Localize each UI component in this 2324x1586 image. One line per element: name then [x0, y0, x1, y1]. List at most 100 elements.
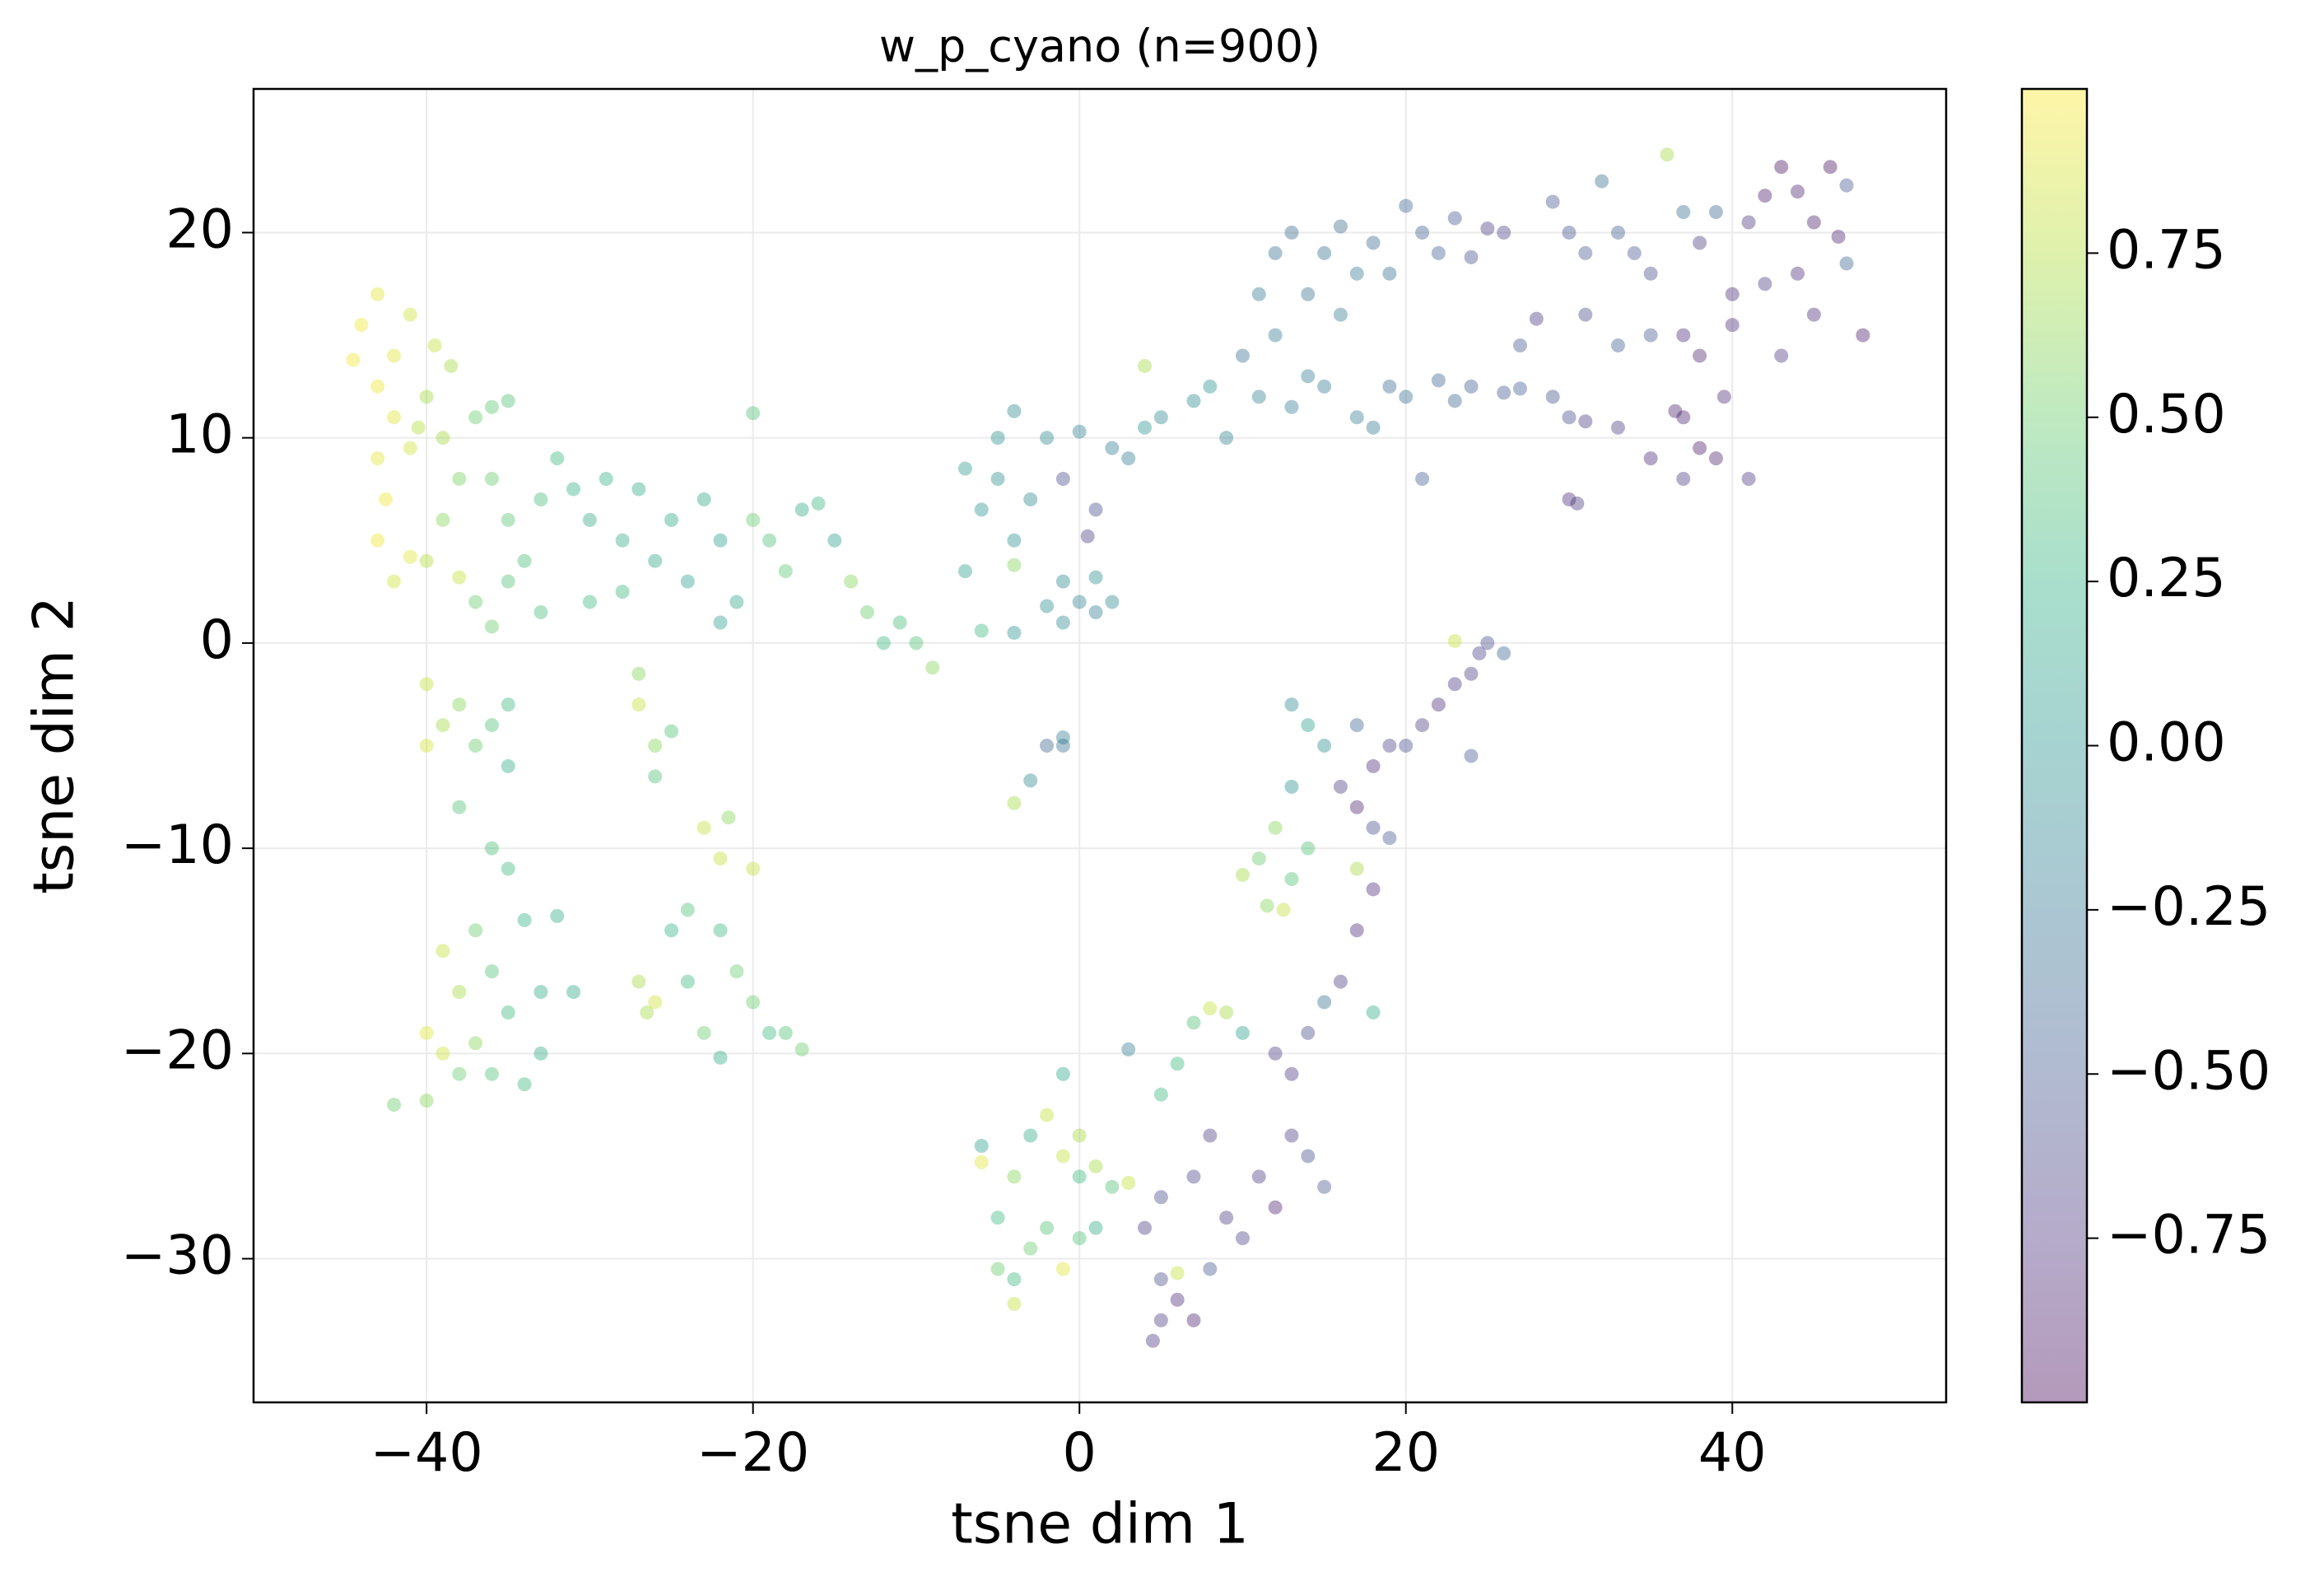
point	[1464, 379, 1479, 394]
point	[696, 1025, 711, 1040]
point	[1333, 219, 1348, 234]
point	[468, 410, 483, 425]
point	[1153, 1271, 1168, 1286]
point	[533, 985, 548, 1000]
point	[1349, 923, 1364, 938]
point	[1595, 174, 1609, 189]
point	[1464, 749, 1479, 763]
point	[452, 697, 467, 712]
point	[1268, 328, 1283, 343]
point	[484, 718, 499, 733]
point	[1610, 338, 1625, 353]
point	[648, 995, 663, 1010]
point	[1088, 1159, 1103, 1173]
point	[957, 461, 972, 476]
point	[1268, 1200, 1283, 1215]
point	[501, 574, 515, 589]
point	[1268, 245, 1283, 260]
point	[1366, 758, 1381, 773]
point	[1145, 1333, 1160, 1348]
point	[1382, 831, 1397, 846]
point	[631, 974, 646, 989]
point	[419, 553, 434, 568]
point	[1716, 390, 1731, 404]
point	[598, 472, 613, 487]
point	[1774, 348, 1789, 363]
point	[517, 912, 532, 927]
point	[435, 944, 450, 959]
point	[1088, 1220, 1103, 1235]
point	[1072, 1128, 1087, 1143]
point	[1856, 328, 1870, 343]
point	[1431, 245, 1446, 260]
point	[566, 985, 581, 1000]
point	[1284, 1066, 1299, 1081]
point	[721, 810, 736, 825]
point	[664, 923, 679, 938]
point	[1668, 403, 1683, 418]
colorbar-tick-label: 0.00	[2107, 712, 2226, 774]
point	[582, 595, 597, 609]
point	[1040, 1108, 1055, 1122]
point	[501, 758, 515, 773]
point	[746, 861, 761, 876]
point	[1708, 451, 1723, 466]
point	[990, 1262, 1005, 1276]
point	[1806, 215, 1821, 230]
point	[1203, 379, 1218, 394]
point	[1235, 1025, 1250, 1040]
x-tick-label: −20	[696, 1422, 809, 1484]
point	[484, 472, 499, 487]
point	[550, 908, 565, 923]
point	[1138, 358, 1153, 373]
point	[827, 533, 842, 548]
point	[1284, 399, 1299, 414]
point	[794, 502, 809, 517]
point	[1251, 1169, 1266, 1184]
point	[533, 605, 548, 620]
point	[844, 574, 859, 589]
point	[1399, 739, 1413, 753]
point	[484, 1066, 499, 1081]
point	[1627, 245, 1642, 260]
point	[1333, 779, 1348, 794]
point	[1301, 1149, 1316, 1164]
point	[1055, 574, 1070, 589]
point	[1284, 697, 1299, 712]
y-tick-label: 10	[165, 404, 234, 466]
point	[1023, 773, 1038, 788]
point	[1080, 529, 1095, 543]
point	[1268, 1046, 1283, 1061]
point	[1251, 390, 1266, 404]
point	[811, 496, 826, 511]
point	[1578, 245, 1593, 260]
point	[1203, 1262, 1218, 1276]
point	[794, 1042, 809, 1057]
point	[1007, 625, 1022, 640]
point	[1235, 868, 1250, 883]
point	[1791, 266, 1805, 281]
point	[484, 619, 499, 634]
point	[892, 615, 907, 630]
point	[762, 1025, 777, 1040]
point	[1072, 595, 1087, 609]
point	[1170, 1292, 1185, 1307]
point	[533, 1046, 548, 1061]
point	[1415, 718, 1430, 733]
point	[729, 964, 744, 979]
point	[974, 1138, 989, 1153]
point	[1317, 995, 1332, 1010]
colorbar	[2020, 87, 2089, 1404]
point	[411, 420, 426, 435]
point	[1676, 328, 1691, 343]
point	[1382, 266, 1397, 281]
point	[1513, 381, 1528, 396]
point	[1040, 739, 1055, 753]
point	[501, 512, 515, 527]
point	[501, 697, 515, 712]
point	[1203, 1001, 1218, 1015]
point	[387, 1098, 402, 1113]
point	[1529, 311, 1544, 326]
point	[419, 1025, 434, 1040]
point	[566, 482, 581, 497]
